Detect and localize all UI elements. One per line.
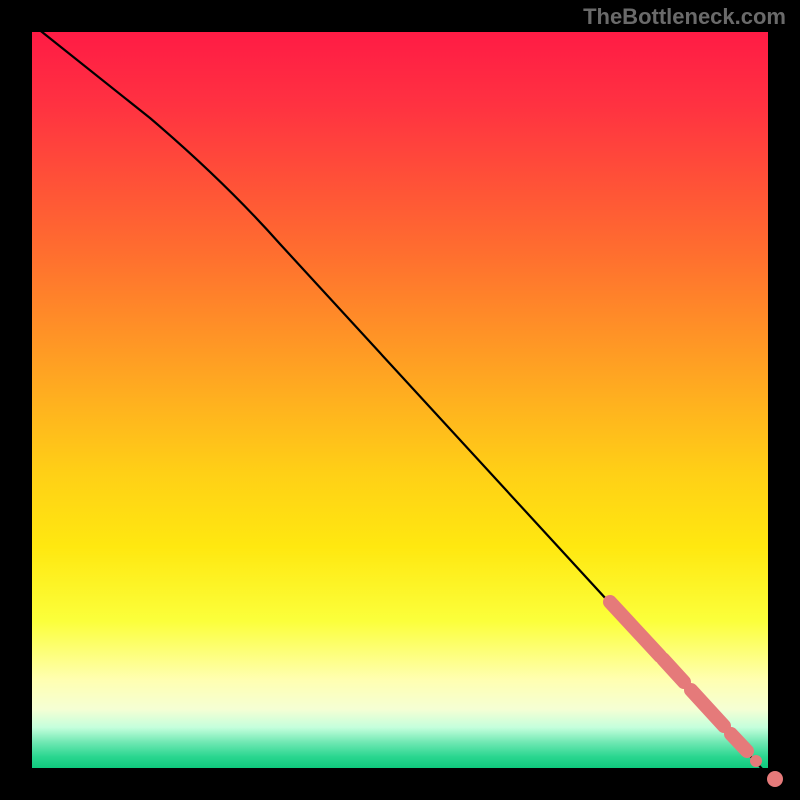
watermark-label: TheBottleneck.com <box>583 4 786 30</box>
plot-area <box>32 32 768 768</box>
chart-container: TheBottleneck.com <box>0 0 800 800</box>
gradient-background <box>32 32 768 768</box>
marker-dot <box>767 771 783 787</box>
